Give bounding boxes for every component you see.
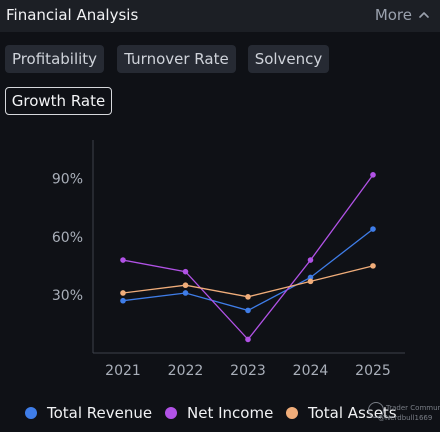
- series-line-net-income: [122, 174, 374, 341]
- tab-label: Profitability: [11, 50, 98, 68]
- data-point-total-assets: [307, 278, 314, 285]
- data-point-net-income: [245, 336, 251, 343]
- more-button[interactable]: More: [375, 6, 430, 24]
- tab-growth-rate[interactable]: Growth Rate: [5, 87, 112, 115]
- data-point-total-assets: [120, 290, 126, 296]
- x-tick-label: 2024: [293, 363, 329, 379]
- x-tick-label: 2025: [355, 363, 391, 379]
- legend-marker: [165, 407, 177, 419]
- tab-solvency[interactable]: Solvency: [248, 45, 329, 73]
- legend-marker: [25, 407, 37, 419]
- chevron-up-icon: [419, 12, 429, 18]
- data-point-total-assets: [245, 294, 251, 300]
- x-tick-label: 2021: [105, 363, 141, 379]
- panel-title: Financial Analysis: [6, 6, 139, 24]
- tab-label: Turnover Rate: [124, 50, 229, 68]
- data-point-total-revenue: [182, 290, 189, 296]
- data-point-total-revenue: [307, 274, 314, 281]
- growth-rate-chart: 30% 60% 90% 2021 2022 2023 2024 2025: [52, 140, 405, 379]
- series-line-total-assets: [122, 265, 374, 298]
- watermark-line1: Trader Community: [386, 404, 440, 412]
- data-point-net-income: [370, 172, 376, 178]
- panel-header: Financial Analysis More: [0, 0, 440, 32]
- legend-label: Total Revenue: [47, 404, 153, 422]
- data-point-total-revenue: [120, 297, 126, 304]
- y-tick-label: 90%: [52, 172, 83, 188]
- data-point-total-revenue: [245, 307, 251, 314]
- data-point-net-income: [182, 268, 189, 275]
- more-label: More: [374, 6, 412, 24]
- data-point-total-revenue: [370, 226, 376, 232]
- watermark-line2: @Nerdbull1669: [378, 414, 433, 422]
- legend-label: Net Income: [187, 404, 274, 422]
- legend-item-total-revenue[interactable]: Total Revenue: [25, 404, 152, 422]
- tab-profitability[interactable]: Profitability: [5, 45, 104, 73]
- tab-label: Solvency: [254, 50, 323, 68]
- data-point-total-assets: [182, 282, 189, 289]
- watermark-logo-icon: [368, 402, 384, 418]
- tab-turnover-rate[interactable]: Turnover Rate: [117, 45, 236, 73]
- legend-item-net-income[interactable]: Net Income: [165, 404, 273, 422]
- y-tick-label: 60%: [52, 230, 83, 246]
- x-tick-label: 2023: [230, 363, 266, 379]
- watermark: Trader Community @Nerdbull1669: [368, 400, 440, 428]
- data-point-net-income: [307, 257, 314, 263]
- legend-marker: [286, 407, 298, 419]
- y-tick-label: 30%: [52, 288, 83, 304]
- data-point-total-assets: [370, 263, 376, 269]
- tab-label: Growth Rate: [11, 92, 106, 110]
- x-tick-label: 2022: [168, 363, 204, 379]
- data-point-net-income: [120, 257, 126, 263]
